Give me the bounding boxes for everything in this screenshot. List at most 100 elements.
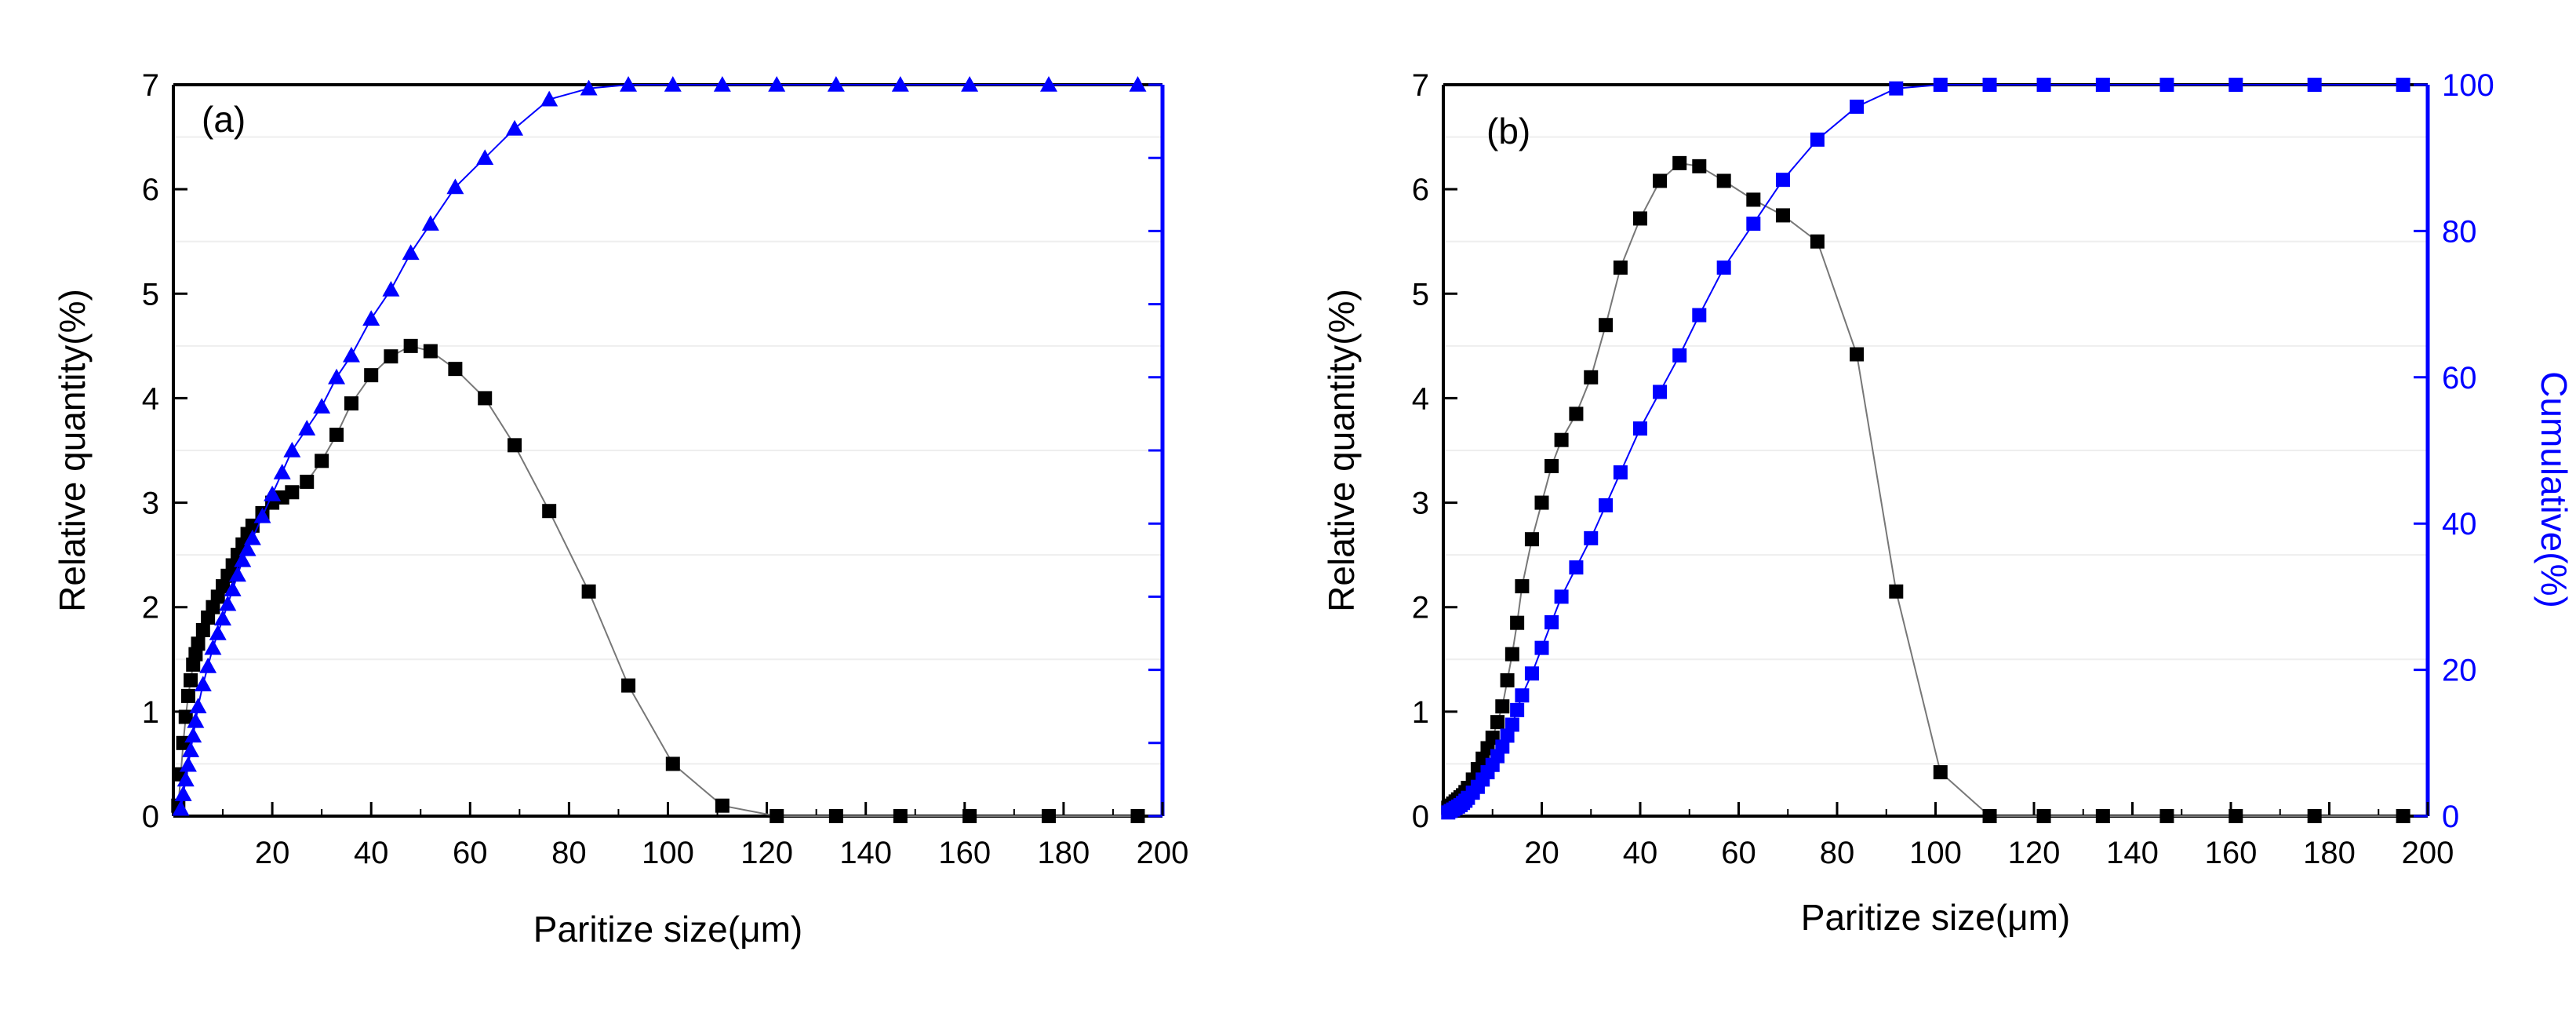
x-axis-title: Paritize size(μm) xyxy=(1801,897,2070,938)
data-point xyxy=(403,338,418,353)
y2-tick-label: 80 xyxy=(2442,214,2477,249)
data-point xyxy=(1810,234,1825,249)
data-point xyxy=(384,349,398,364)
data-point xyxy=(961,76,979,92)
data-point xyxy=(715,798,730,813)
data-point xyxy=(1982,809,1997,823)
data-point xyxy=(770,809,784,823)
data-point xyxy=(243,529,261,545)
data-point xyxy=(2095,78,2110,92)
data-point xyxy=(1775,173,1790,188)
data-point xyxy=(581,584,596,599)
data-point xyxy=(1490,715,1505,730)
data-point xyxy=(1692,159,1707,173)
data-point xyxy=(180,688,195,703)
y-tick-label: 0 xyxy=(1412,800,1429,834)
x-tick-label: 60 xyxy=(453,836,488,870)
data-point xyxy=(1633,421,1647,436)
data-point xyxy=(476,149,494,165)
y-tick-label: 2 xyxy=(142,591,159,625)
data-point xyxy=(2307,78,2322,92)
x-tick-label: 180 xyxy=(2303,836,2356,870)
data-point xyxy=(253,507,271,523)
data-point xyxy=(179,756,197,772)
y-tick-label: 2 xyxy=(1412,591,1429,625)
data-point xyxy=(2036,809,2051,823)
series-line xyxy=(177,344,1138,817)
data-point xyxy=(184,673,198,687)
x-tick-label: 80 xyxy=(1820,836,1855,870)
y-tick-label: 1 xyxy=(1412,695,1429,730)
x-tick-label: 100 xyxy=(642,836,694,870)
x-tick-label: 120 xyxy=(740,836,793,870)
series-relative-quantity xyxy=(1441,155,2410,823)
data-point xyxy=(1746,217,1761,231)
data-point xyxy=(364,368,379,383)
x-tick-label: 180 xyxy=(1038,836,1090,870)
data-point xyxy=(1510,702,1525,717)
series-cumulative xyxy=(172,76,1147,816)
data-point xyxy=(214,610,232,626)
data-point xyxy=(665,756,680,771)
data-point xyxy=(2095,809,2110,823)
data-point xyxy=(1510,615,1525,630)
data-point xyxy=(2036,78,2051,92)
y2-tick-label: 60 xyxy=(2442,361,2477,396)
data-point xyxy=(199,657,217,673)
data-point xyxy=(382,280,400,297)
data-point xyxy=(402,244,420,261)
data-point xyxy=(189,698,207,713)
data-point xyxy=(2229,78,2243,92)
panel-label: (b) xyxy=(1486,111,1530,151)
data-point xyxy=(362,310,380,326)
y-tick-label: 4 xyxy=(142,381,159,416)
data-point xyxy=(1545,458,1559,473)
data-point xyxy=(1500,673,1515,687)
data-point xyxy=(1933,765,1948,780)
data-point xyxy=(283,442,301,457)
data-point xyxy=(1129,76,1147,92)
x-tick-label: 60 xyxy=(1721,836,1756,870)
data-point xyxy=(1524,666,1539,681)
data-point xyxy=(506,119,524,136)
data-point xyxy=(285,485,300,500)
data-point xyxy=(204,639,222,655)
series-line xyxy=(180,84,1138,809)
data-point xyxy=(1716,261,1731,275)
data-point xyxy=(1524,532,1539,547)
data-point xyxy=(620,76,638,92)
y-tick-label: 1 xyxy=(142,695,159,730)
data-point xyxy=(828,809,843,823)
data-point xyxy=(1613,261,1628,275)
data-point xyxy=(1495,739,1510,754)
data-point xyxy=(1599,498,1614,512)
data-point xyxy=(187,712,205,728)
data-point xyxy=(664,76,682,92)
x-tick-label: 20 xyxy=(1524,836,1559,870)
y-axis-title: Relative quantity(%) xyxy=(1321,289,1362,612)
data-point xyxy=(1775,208,1790,223)
x-tick-label: 20 xyxy=(255,836,290,870)
data-point xyxy=(1633,211,1647,226)
data-point xyxy=(1534,495,1549,510)
data-point xyxy=(344,396,358,411)
y2-tick-label: 20 xyxy=(2442,654,2477,688)
y-tick-label: 3 xyxy=(142,487,159,521)
chart-panel-a: 20 40 60 80 100 120 140 160 180 200 0 1 2 3 4 5 6 7 Pariti… xyxy=(52,68,1188,950)
data-point xyxy=(448,362,463,377)
panel-label: (a) xyxy=(202,99,246,140)
data-point xyxy=(1672,348,1687,363)
data-point xyxy=(1716,173,1731,188)
series-line xyxy=(1447,84,2403,814)
data-point xyxy=(542,504,557,519)
data-point xyxy=(423,344,438,359)
data-point xyxy=(1039,76,1057,92)
data-point xyxy=(328,368,346,385)
data-point xyxy=(1746,192,1761,207)
data-point xyxy=(1613,465,1628,479)
data-point xyxy=(2307,809,2322,823)
data-point xyxy=(1584,530,1599,545)
x-tick-label: 120 xyxy=(2008,836,2061,870)
x-tick-label: 40 xyxy=(354,836,389,870)
data-point xyxy=(176,771,195,787)
